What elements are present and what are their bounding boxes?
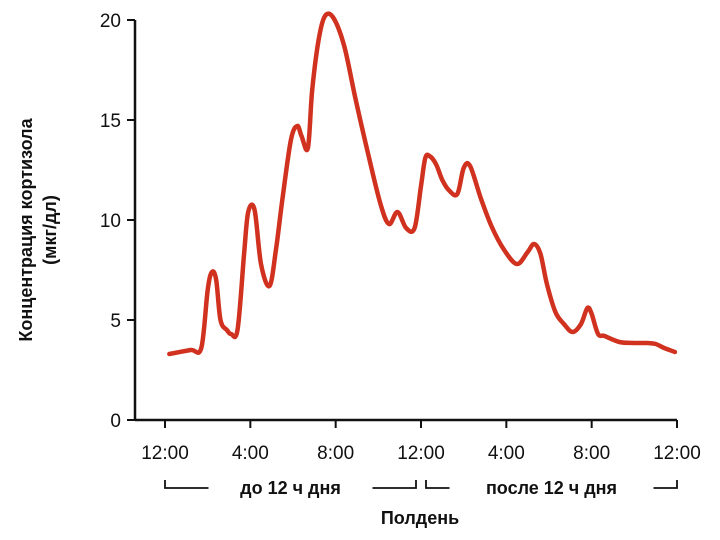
bracket-line: [425, 480, 678, 489]
bracket-line: [164, 480, 417, 489]
y-axis-title-line1: Концентрация кортизола: [16, 117, 36, 341]
x-tick-label: 4:00: [232, 443, 269, 464]
x-tick-label: 4:00: [488, 443, 525, 464]
x-tick-label: 8:00: [573, 443, 610, 464]
y-tick-label: 5: [110, 311, 121, 332]
x-axis-ticks: 12:00 4:00 8:00 12:00 4:00 8:00 12:00: [141, 420, 701, 464]
x-tick-label: 12:00: [397, 443, 445, 464]
bracket-label: после 12 ч дня: [486, 478, 617, 498]
time-brackets: до 12 ч дня после 12 ч дня: [164, 478, 678, 498]
x-tick-label: 8:00: [317, 443, 354, 464]
y-axis-ticks: 0 5 10 15 20: [100, 11, 135, 432]
x-axis-title: Полдень: [381, 508, 459, 528]
y-tick-label: 10: [100, 211, 121, 232]
x-tick-label: 12:00: [653, 443, 701, 464]
y-tick-label: 15: [100, 111, 121, 132]
cortisol-series-line: [167, 11, 678, 357]
y-tick-label: 0: [110, 411, 121, 432]
y-axis-title-line2: (мкг/дл): [40, 195, 60, 265]
x-tick-label: 12:00: [141, 443, 189, 464]
y-tick-label: 20: [100, 11, 121, 32]
bracket-label: до 12 ч дня: [240, 478, 341, 498]
